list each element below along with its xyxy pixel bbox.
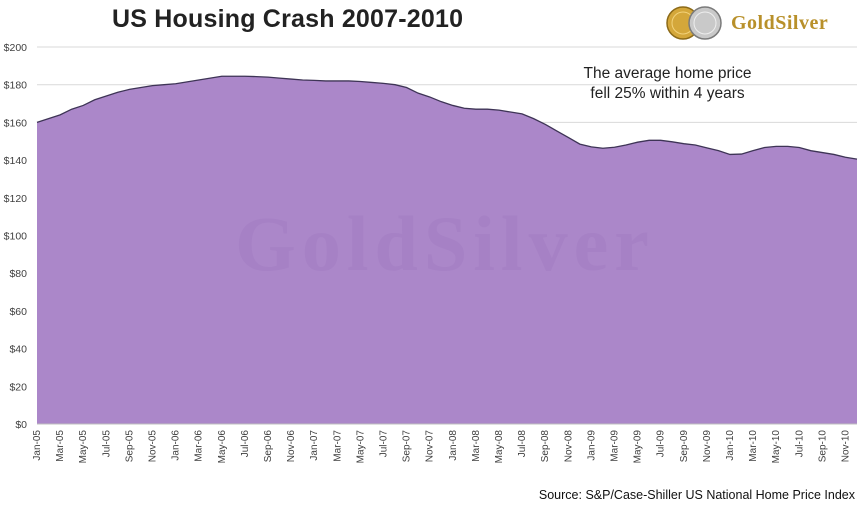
y-tick-label: $60 — [9, 306, 27, 318]
x-tick-label: Jul-07 — [378, 430, 389, 458]
x-tick-label: Mar-08 — [471, 430, 482, 462]
x-tick-label: May-10 — [771, 430, 782, 464]
x-tick-label: Jan-09 — [586, 430, 597, 461]
x-tick-label: Mar-10 — [748, 430, 759, 462]
annotation-line-1: The average home price — [583, 65, 752, 82]
x-tick-label: Mar-05 — [55, 430, 66, 462]
x-tick-label: Nov-05 — [147, 430, 158, 463]
x-tick-label: May-07 — [355, 430, 366, 464]
gold-silver-coins-icon — [666, 6, 722, 40]
x-tick-label: Sep-08 — [540, 430, 551, 463]
y-tick-label: $200 — [4, 42, 28, 54]
x-tick-label: May-06 — [217, 430, 228, 464]
x-tick-label: Jul-09 — [656, 430, 667, 458]
x-tick-label: Sep-07 — [402, 430, 413, 463]
y-axis-tick-labels: $0 $20 $40 $60 $80 $100 $120 $140 $160 $180 $200 — [4, 42, 28, 431]
x-tick-label: Sep-09 — [679, 430, 690, 463]
x-tick-label: Jul-05 — [101, 430, 112, 458]
series-area-fill — [37, 76, 857, 424]
x-tick-label: Jan-07 — [309, 430, 320, 461]
x-tick-label: Jan-08 — [448, 430, 459, 461]
x-tick-label: Mar-07 — [332, 430, 343, 462]
annotation-line-2: fell 25% within 4 years — [590, 85, 745, 102]
y-tick-label: $40 — [9, 344, 27, 356]
x-tick-label: Nov-08 — [563, 430, 574, 463]
y-tick-label: $0 — [15, 419, 27, 431]
x-tick-label: Mar-06 — [194, 430, 205, 462]
chart-title: US Housing Crash 2007-2010 — [112, 5, 464, 33]
x-tick-label: Sep-05 — [124, 430, 135, 463]
brand-logo-text: GoldSilver — [731, 11, 829, 34]
y-tick-label: $20 — [9, 381, 27, 393]
x-tick-label: Nov-06 — [286, 430, 297, 463]
source-note: Source: S&P/Case-Shiller US National Hom… — [538, 488, 855, 502]
x-tick-label: Jan-10 — [725, 430, 736, 461]
x-axis-tick-labels: Jan-05 Mar-05 May-05 Jul-05 Sep-05 Nov-05 Jan-… — [32, 430, 851, 464]
x-tick-label: May-09 — [633, 430, 644, 464]
x-tick-label: Nov-10 — [840, 430, 851, 463]
x-tick-label: Jul-08 — [517, 430, 528, 458]
series-line — [36, 75, 858, 160]
chart-annotation: The average home price fell 25% within 4… — [560, 64, 775, 104]
x-tick-label: Sep-10 — [817, 430, 828, 463]
x-tick-label: May-05 — [78, 430, 89, 464]
x-tick-label: Jul-10 — [794, 430, 805, 458]
logo-watermark: GoldSilver — [235, 200, 655, 287]
x-tick-label: Jan-06 — [171, 430, 182, 461]
x-tick-label: Jan-05 — [32, 430, 43, 461]
x-tick-label: May-08 — [494, 430, 505, 464]
y-tick-label: $80 — [9, 268, 27, 280]
brand-logo: GoldSilver — [665, 5, 860, 41]
x-tick-label: Mar-09 — [609, 430, 620, 462]
x-tick-label: Jul-06 — [240, 430, 251, 458]
x-tick-label: Sep-06 — [263, 430, 274, 463]
x-tick-label: Nov-07 — [425, 430, 436, 463]
y-tick-label: $100 — [4, 231, 28, 243]
y-tick-label: $180 — [4, 80, 28, 92]
x-tick-label: Nov-09 — [702, 430, 713, 463]
y-tick-label: $160 — [4, 117, 28, 129]
y-tick-label: $120 — [4, 193, 28, 205]
y-tick-label: $140 — [4, 155, 28, 167]
